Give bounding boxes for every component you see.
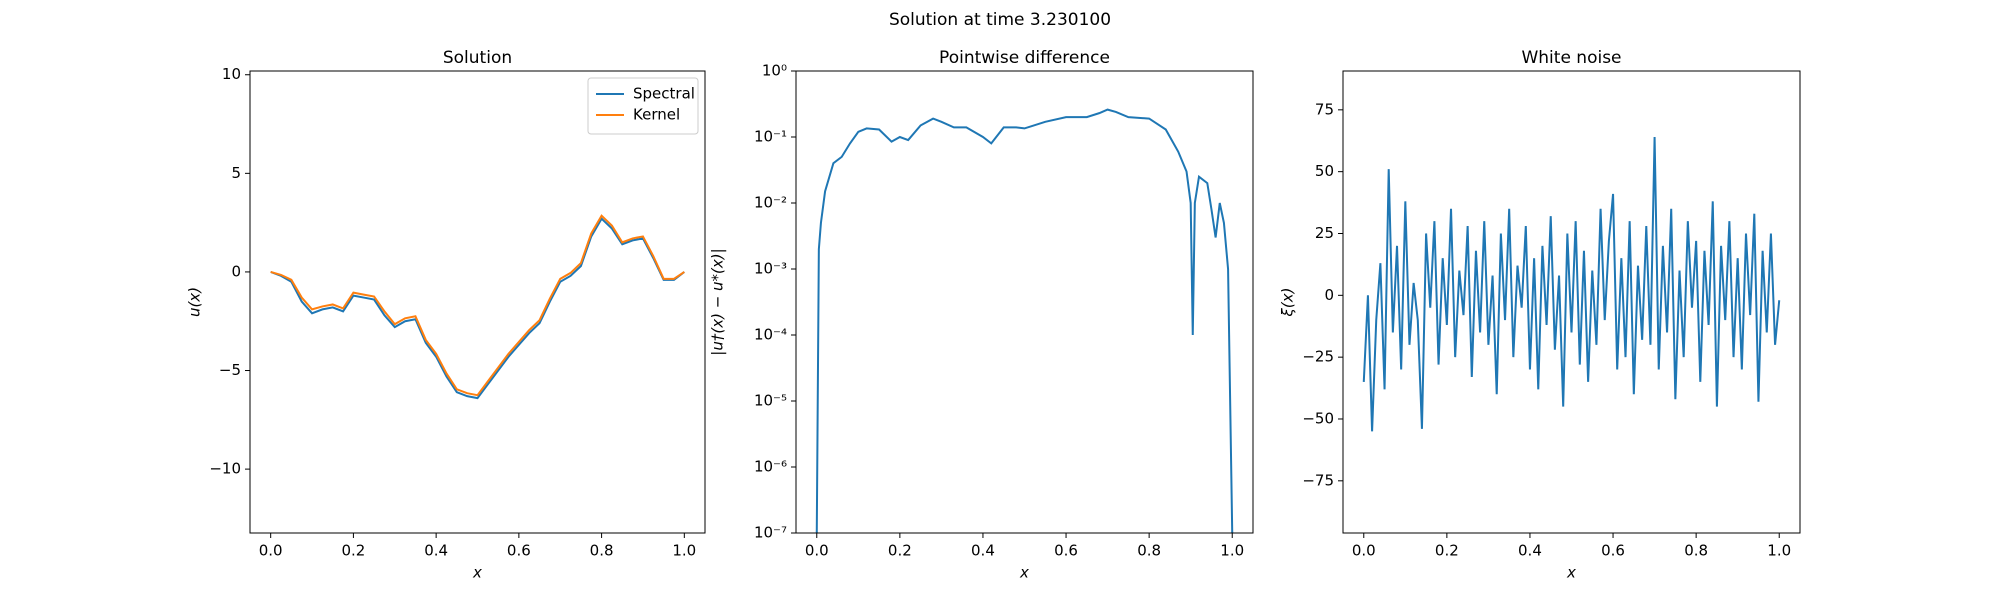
y-tick-label: 10⁻⁵: [754, 392, 787, 410]
x-tick-label: 0.0: [805, 542, 829, 560]
y-tick-label: 10⁻³: [754, 260, 787, 278]
y-tick-label: 75: [1315, 100, 1334, 118]
y-tick-label: 0: [1324, 286, 1334, 304]
x-axis-label: x: [1566, 564, 1576, 582]
x-tick-label: 0.2: [888, 542, 912, 560]
data-line: [815, 108, 1234, 533]
data-line: [270, 217, 685, 400]
y-tick-label: 25: [1315, 224, 1334, 242]
x-tick-label: 0.0: [1352, 542, 1376, 560]
y-tick-label: 10: [222, 65, 241, 83]
y-tick-label: −10: [209, 460, 241, 478]
y-tick-label: 10⁻⁴: [754, 326, 787, 344]
y-axis-label: |u†(x) − u*(x)|: [709, 248, 727, 355]
x-axis-label: x: [472, 564, 482, 582]
legend-label: Spectral: [633, 85, 695, 103]
x-tick-label: 0.8: [1684, 542, 1708, 560]
y-axis-label: ξ(x): [1279, 288, 1297, 318]
data-line: [270, 214, 685, 397]
axes-title: Pointwise difference: [939, 48, 1110, 68]
axes-frame: [249, 70, 706, 534]
y-tick-label: 0: [231, 262, 241, 280]
axes-frame: [1342, 70, 1801, 534]
axes-title: White noise: [1521, 48, 1621, 68]
y-tick-label: 5: [231, 164, 241, 182]
x-tick-label: 0.6: [507, 542, 531, 560]
y-tick-label: −25: [1302, 348, 1334, 366]
legend-label: Kernel: [633, 106, 680, 124]
y-tick-label: 10⁻²: [754, 194, 787, 212]
y-tick-label: −75: [1302, 471, 1334, 489]
legend-box: [587, 77, 699, 135]
y-tick-label: 10⁻⁷: [754, 524, 787, 542]
x-tick-label: 0.8: [1137, 542, 1161, 560]
x-tick-label: 0.6: [1054, 542, 1078, 560]
x-tick-label: 0.2: [1435, 542, 1459, 560]
x-axis-label: x: [1019, 564, 1029, 582]
x-tick-label: 1.0: [672, 542, 696, 560]
suptitle: Solution at time 3.230100: [889, 10, 1111, 30]
y-tick-label: 10⁻⁶: [754, 458, 787, 476]
x-tick-label: 0.0: [259, 542, 283, 560]
y-tick-label: 50: [1315, 162, 1334, 180]
x-tick-label: 0.8: [590, 542, 614, 560]
axes-frame: [795, 70, 1254, 534]
x-tick-label: 1.0: [1767, 542, 1791, 560]
y-tick-label: 10⁰: [762, 62, 787, 80]
y-tick-label: 10⁻¹: [754, 128, 787, 146]
x-tick-label: 0.4: [1518, 542, 1542, 560]
y-tick-label: −5: [219, 361, 241, 379]
axes-title: Solution: [443, 48, 512, 68]
x-tick-label: 0.2: [341, 542, 365, 560]
x-tick-label: 0.4: [971, 542, 995, 560]
x-tick-label: 0.4: [424, 542, 448, 560]
data-line: [1362, 137, 1781, 432]
x-tick-label: 0.6: [1601, 542, 1625, 560]
y-tick-label: −50: [1302, 409, 1334, 427]
y-axis-label: u(x): [186, 287, 204, 317]
x-tick-label: 1.0: [1220, 542, 1244, 560]
